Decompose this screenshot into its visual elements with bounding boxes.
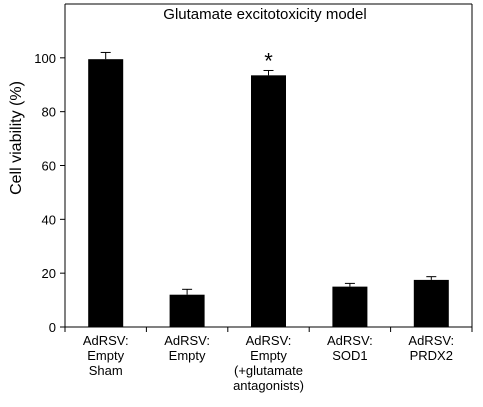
error-bar	[263, 69, 274, 76]
x-tick-label-line: PRDX2	[410, 348, 453, 363]
x-tick-label: AdRSV: Empty Sham	[83, 333, 129, 378]
x-tick-label: AdRSV: Empty (+glutamate antagonists)	[233, 333, 304, 393]
y-tick-label: 100	[34, 51, 56, 66]
bar	[169, 294, 205, 327]
x-tick-label-line: AdRSV:	[408, 333, 454, 348]
chart-title: Glutamate excitotoxicity model	[163, 6, 366, 23]
y-tick-label: 40	[42, 212, 56, 227]
axes: 0 20 40 60 80 100	[34, 3, 473, 335]
bar	[332, 286, 368, 327]
x-tick-label: AdRSV: SOD1	[327, 333, 373, 363]
x-tick-label-line: Empty	[87, 348, 124, 363]
error-bar	[182, 288, 193, 295]
y-tick-label: 0	[49, 320, 56, 335]
error-bar	[426, 276, 437, 280]
bars: *	[88, 48, 449, 328]
y-tick-label: 20	[42, 266, 56, 281]
x-tick-label-line: AdRSV:	[164, 333, 210, 348]
bar	[251, 75, 286, 328]
y-axis-label: Cell viability (%)	[8, 81, 25, 195]
x-tick-label-line: (+glutamate	[234, 363, 303, 378]
x-tick-label-line: SOD1	[332, 348, 367, 363]
x-tick-label-line: AdRSV:	[246, 333, 292, 348]
x-tick-label-line: AdRSV:	[327, 333, 373, 348]
y-tick-label: 60	[42, 159, 56, 174]
x-tick-label-line: antagonists)	[233, 378, 304, 393]
error-bar	[344, 282, 355, 287]
x-tick-label: AdRSV: Empty	[164, 333, 210, 363]
bar	[413, 279, 449, 327]
bar	[88, 59, 124, 327]
error-bar	[100, 51, 111, 60]
y-tick-label: 80	[42, 105, 56, 120]
x-tick-label-line: Empty	[169, 348, 206, 363]
x-tick-label-line: Empty	[250, 348, 287, 363]
significance-annotation: *	[264, 48, 273, 73]
x-tick-label-line: AdRSV:	[83, 333, 129, 348]
x-tick-label-line: Sham	[89, 363, 123, 378]
x-tick-label: AdRSV: PRDX2	[408, 333, 454, 363]
